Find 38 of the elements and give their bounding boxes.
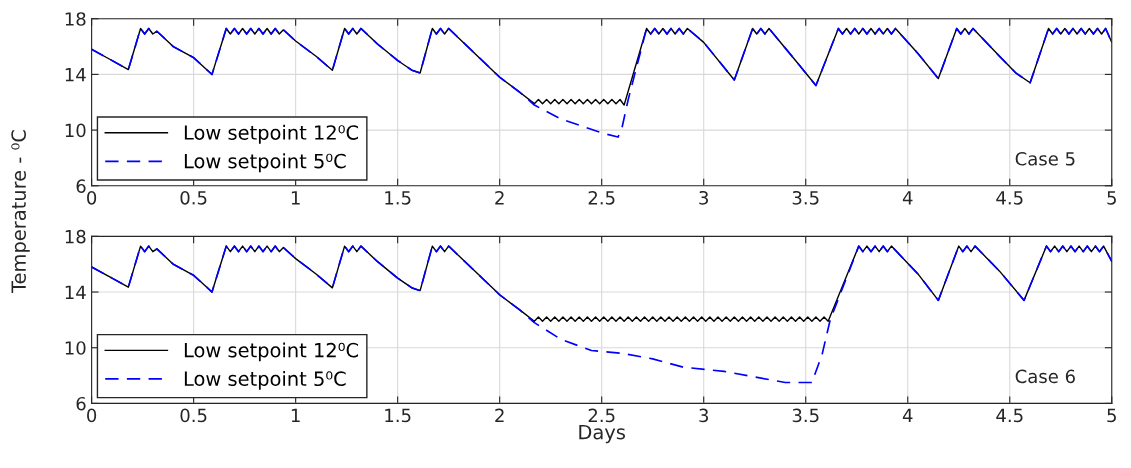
x-tick-label: 0.5 [180,408,207,423]
x-tick-label: 4 [902,191,913,205]
legend-label: Low setpoint 12⁰C [184,342,359,362]
x-tick-label: 4.5 [996,191,1023,205]
x-tick-label: 3 [699,190,708,205]
y-tick-label: 10 [65,341,86,355]
x-tick-label: 4.5 [996,408,1023,423]
y-tick-label: 14 [65,68,86,82]
y-tick-label: 18 [65,229,86,244]
y-axis-title: Temperature - ⁰C [11,130,30,294]
y-tick-label: 6 [76,396,86,411]
x-axis-title: Days [579,424,626,444]
legend-label: Low setpoint 5⁰C [184,370,346,390]
x-tick-label: 5 [1107,408,1116,423]
legend-label: Low setpoint 12⁰C [184,124,359,144]
x-tick-label: 3 [699,408,708,423]
x-tick-label: 1.5 [385,191,411,205]
annotation: Case 5 [1015,151,1075,166]
x-tick-label: 5 [1107,191,1116,205]
x-tick-label: 0 [87,408,97,423]
x-tick-label: 3.5 [792,408,819,423]
x-tick-label: 4 [902,408,913,422]
x-tick-label: 1 [291,408,300,422]
annotation: Case 6 [1015,369,1075,384]
x-tick-label: 2 [495,190,504,205]
y-tick-label: 14 [65,285,86,299]
x-tick-label: 0.5 [180,190,207,205]
x-tick-label: 1.5 [385,408,411,423]
y-tick-label: 10 [65,123,86,138]
y-tick-label: 18 [65,12,86,26]
y-tick-label: 6 [76,179,86,193]
x-tick-label: 0 [87,190,97,205]
x-tick-label: 2.5 [588,190,615,205]
x-tick-label: 3.5 [792,190,819,205]
x-tick-label: 2.5 [588,408,615,423]
x-tick-label: 1 [291,191,300,205]
x-tick-label: 2 [495,408,504,422]
legend-label: Low setpoint 5⁰C [184,153,346,173]
